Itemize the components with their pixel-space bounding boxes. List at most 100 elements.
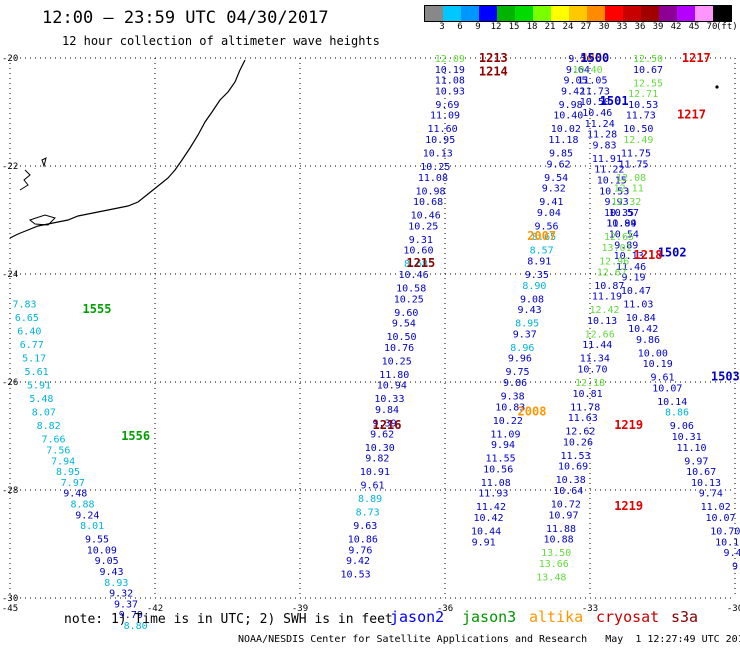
colorbar-tick-label: 30 bbox=[598, 22, 610, 32]
swh-value: 11.08 bbox=[435, 76, 465, 87]
swh-value: 10.35 bbox=[604, 208, 634, 219]
swh-value: 9.04 bbox=[537, 208, 561, 219]
swh-value: 9.97 bbox=[684, 456, 708, 467]
swh-value: 10.58 bbox=[396, 284, 426, 295]
figure-footer: NOAA/NESDIS Center for Satellite Applica… bbox=[238, 634, 740, 645]
swh-value: 11.44 bbox=[582, 340, 612, 351]
swh-value: 9.42 bbox=[346, 556, 370, 567]
swh-value: 9.37 bbox=[513, 329, 537, 340]
swh-value: 10.50 bbox=[386, 332, 416, 343]
swh-value: 10.13 bbox=[691, 478, 721, 489]
swh-value: 9.05 bbox=[563, 76, 587, 87]
swh-value: 9.41 bbox=[539, 197, 563, 208]
colorbar-swatch bbox=[659, 6, 677, 21]
swh-value: 10.07 bbox=[705, 513, 735, 524]
pass-id-label: 1217 bbox=[677, 108, 706, 122]
swh-value: 11.55 bbox=[486, 454, 516, 465]
swh-value: 10.14 bbox=[657, 397, 687, 408]
swh-value: 9.31 bbox=[409, 235, 433, 246]
swh-value: 8.86 bbox=[665, 408, 689, 419]
swh-value: 10.97 bbox=[548, 510, 578, 521]
longitude-tick-label: -33 bbox=[582, 604, 598, 614]
swh-value: 10.30 bbox=[365, 443, 395, 454]
swh-value: 10.33 bbox=[374, 394, 404, 405]
swh-value: 13.66 bbox=[539, 559, 569, 570]
swh-value: 11.09 bbox=[490, 429, 520, 440]
colorbar-swatch bbox=[605, 6, 623, 21]
swh-value: 5.17 bbox=[22, 354, 46, 365]
swh-value: 5.61 bbox=[25, 367, 49, 378]
swh-value: 10.42 bbox=[628, 324, 658, 335]
latitude-tick-label: -30 bbox=[2, 594, 18, 604]
swh-value: 9.69 bbox=[435, 100, 459, 111]
swh-value: 11.80 bbox=[379, 370, 409, 381]
colorbar-swatch bbox=[551, 6, 569, 21]
swh-value: 10.76 bbox=[384, 343, 414, 354]
swh-value: 8.57 bbox=[530, 246, 554, 257]
swh-value: 9.75 bbox=[505, 367, 529, 378]
colorbar-swatch bbox=[695, 6, 713, 21]
colorbar-tick-label: 45 bbox=[688, 22, 700, 32]
swh-value: 10.69 bbox=[558, 462, 588, 473]
swh-value: 9.32 bbox=[542, 184, 566, 195]
swh-value: 11.08 bbox=[481, 478, 511, 489]
swh-value: 10.70 bbox=[710, 527, 740, 538]
swh-value: 7.83 bbox=[12, 300, 36, 311]
swh-value: 9.35 bbox=[525, 270, 549, 281]
swh-value: 9.63 bbox=[353, 521, 377, 532]
swh-value: 10.50 bbox=[623, 124, 653, 135]
swh-value: 9.19 bbox=[621, 273, 645, 284]
swh-value: 9.43 bbox=[518, 305, 542, 316]
swh-value: 10.83 bbox=[495, 402, 525, 413]
figure-title: 12:00 — 23:59 UTC 04/30/2017 bbox=[42, 8, 329, 28]
swh-value: 10.81 bbox=[573, 389, 603, 400]
coastline bbox=[9, 59, 246, 239]
swh-value: 9.56 bbox=[534, 221, 558, 232]
latitude-tick-label: -24 bbox=[2, 270, 18, 280]
swh-value: 8.90 bbox=[522, 281, 546, 292]
swh-value: 8.95 bbox=[515, 319, 539, 330]
coastline-inlet bbox=[28, 214, 56, 226]
swh-value: 9.43 bbox=[99, 567, 123, 578]
latitude-tick-label: -28 bbox=[2, 486, 18, 496]
coastline-bay bbox=[19, 169, 31, 191]
swh-value: 12.66 bbox=[585, 329, 615, 340]
swh-value: 6.65 bbox=[15, 313, 39, 324]
swh-value: 8.91 bbox=[527, 257, 551, 268]
pass-id-label: 2008 bbox=[518, 405, 547, 419]
swh-value: 11.60 bbox=[428, 124, 458, 135]
swh-value: 12.18 bbox=[575, 378, 605, 389]
swh-value: 10.84 bbox=[626, 313, 656, 324]
swh-value: 10.67 bbox=[633, 65, 663, 76]
swh-value: 9.94 bbox=[491, 440, 515, 451]
swh-value: 11.03 bbox=[623, 300, 653, 311]
swh-value: 9.76 bbox=[348, 545, 372, 556]
swh-value: 11.73 bbox=[580, 86, 610, 97]
colorbar-swatch bbox=[623, 6, 641, 21]
swh-value: 10.18 bbox=[715, 537, 740, 548]
colorbar-tick-label: 18 bbox=[526, 22, 538, 32]
colorbar-swatch bbox=[461, 6, 479, 21]
swh-value: 10.95 bbox=[425, 135, 455, 146]
swh-value: 11.75 bbox=[618, 159, 648, 170]
swh-value: 10.15 bbox=[597, 176, 627, 187]
figure-note: note: 1) Time is in UTC; 2) SWH is in fe… bbox=[64, 612, 393, 627]
swh-value: 10.13 bbox=[423, 149, 453, 160]
swh-value: 10.46 bbox=[399, 270, 429, 281]
swh-value: 10.50 bbox=[580, 97, 610, 108]
swh-value: 9.93 bbox=[605, 197, 629, 208]
swh-value: 12.71 bbox=[628, 89, 658, 100]
swh-value: 10.68 bbox=[413, 197, 443, 208]
swh-value: 10.47 bbox=[621, 286, 651, 297]
pass-id-label: 1218 bbox=[634, 248, 663, 262]
pass-id-label: 2007 bbox=[527, 229, 556, 243]
swh-value: 10.60 bbox=[403, 246, 433, 257]
colorbar-tick-label: 27 bbox=[580, 22, 592, 32]
swh-value: 11.88 bbox=[546, 524, 576, 535]
swh-value: 10.91 bbox=[360, 467, 390, 478]
swh-value: 12.42 bbox=[589, 305, 619, 316]
swh-value: 12.50 bbox=[633, 54, 663, 65]
swh-value: 10.53 bbox=[628, 100, 658, 111]
swh-value: 12.62 bbox=[565, 427, 595, 438]
swh-value: 8.95 bbox=[56, 467, 80, 478]
